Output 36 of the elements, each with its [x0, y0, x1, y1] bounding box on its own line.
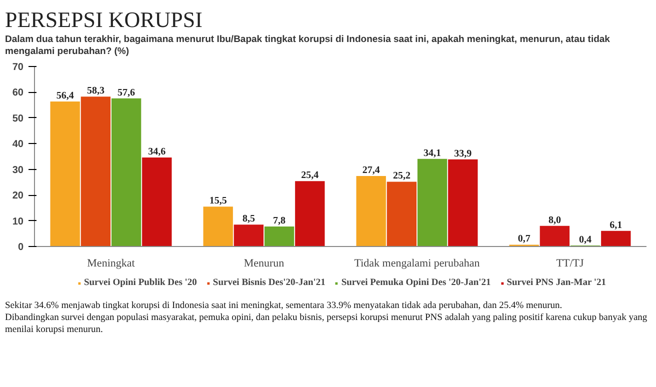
chart-title: PERSEPSI KORUPSI [5, 6, 202, 34]
y-tick-label: 70 [12, 62, 24, 73]
text: Dibandingkan survei dengan populasi masyarakat, pemuka opini, dan pelaku bisnis, persepsi korupsi menurut PNS adalah yang paling positif karena cukup banyak yang menilai korupsi menurun. [5, 313, 648, 335]
chart-subtitle: Dalam dua tahun terakhir, bagaimana menurut Ibu/Bapak tingkat korupsi di Indonesia saat ini, apakah meningkat, menurun, atau tidak mengalami perubahan? (%) [5, 34, 611, 58]
legend-label: Survei Bisnis Des'20-Jan'21 [212, 278, 326, 288]
legend-label: Survei Pemuka Opini Des '20-Jan'21 [341, 278, 491, 288]
data-label: 57,6 [118, 87, 136, 98]
y-tick-label: 20 [12, 190, 24, 202]
data-label: 33,9 [454, 148, 472, 160]
x-tick-label: Tidak mengalami perubahan [354, 258, 480, 270]
data-label: 8,5 [242, 214, 255, 225]
data-label: 34,6 [148, 146, 166, 158]
data-label: 56,4 [56, 90, 74, 102]
data-label: 7,8 [273, 215, 286, 226]
y-tick-label: 40 [12, 139, 24, 150]
data-label: 8,0 [548, 214, 561, 226]
data-label: 6,1 [610, 220, 622, 231]
x-tick-label: Menurun [244, 258, 285, 270]
y-tick-label: 0 [18, 242, 24, 253]
x-tick-label: Meningkat [87, 258, 135, 270]
legend-label: Survei Opini Publik Des '20 [84, 278, 197, 288]
data-label: 0,7 [518, 234, 530, 245]
text: Sekitar 34.6% menjawab tingkat korupsi di Indonesia saat ini meningkat, sementara 33.9% menyatakan tidak ada perubahan, dan 25.4% menurun. [5, 301, 562, 311]
data-label: 34,1 [424, 148, 442, 159]
y-tick-label: 10 [12, 216, 24, 228]
data-label: 25,4 [301, 170, 319, 182]
data-label: 0,4 [579, 234, 592, 246]
data-label: 27,4 [362, 165, 380, 176]
data-label: 25,2 [392, 170, 410, 182]
y-tick-label: 30 [12, 164, 24, 176]
data-label: 15,5 [209, 196, 227, 207]
x-tick-label: TT/TJ [556, 258, 584, 270]
y-tick-label: 50 [12, 113, 24, 124]
legend-label: Survei PNS Jan-Mar '21 [506, 278, 606, 288]
data-label: 58,3 [86, 86, 104, 97]
y-tick-label: 60 [12, 88, 24, 99]
